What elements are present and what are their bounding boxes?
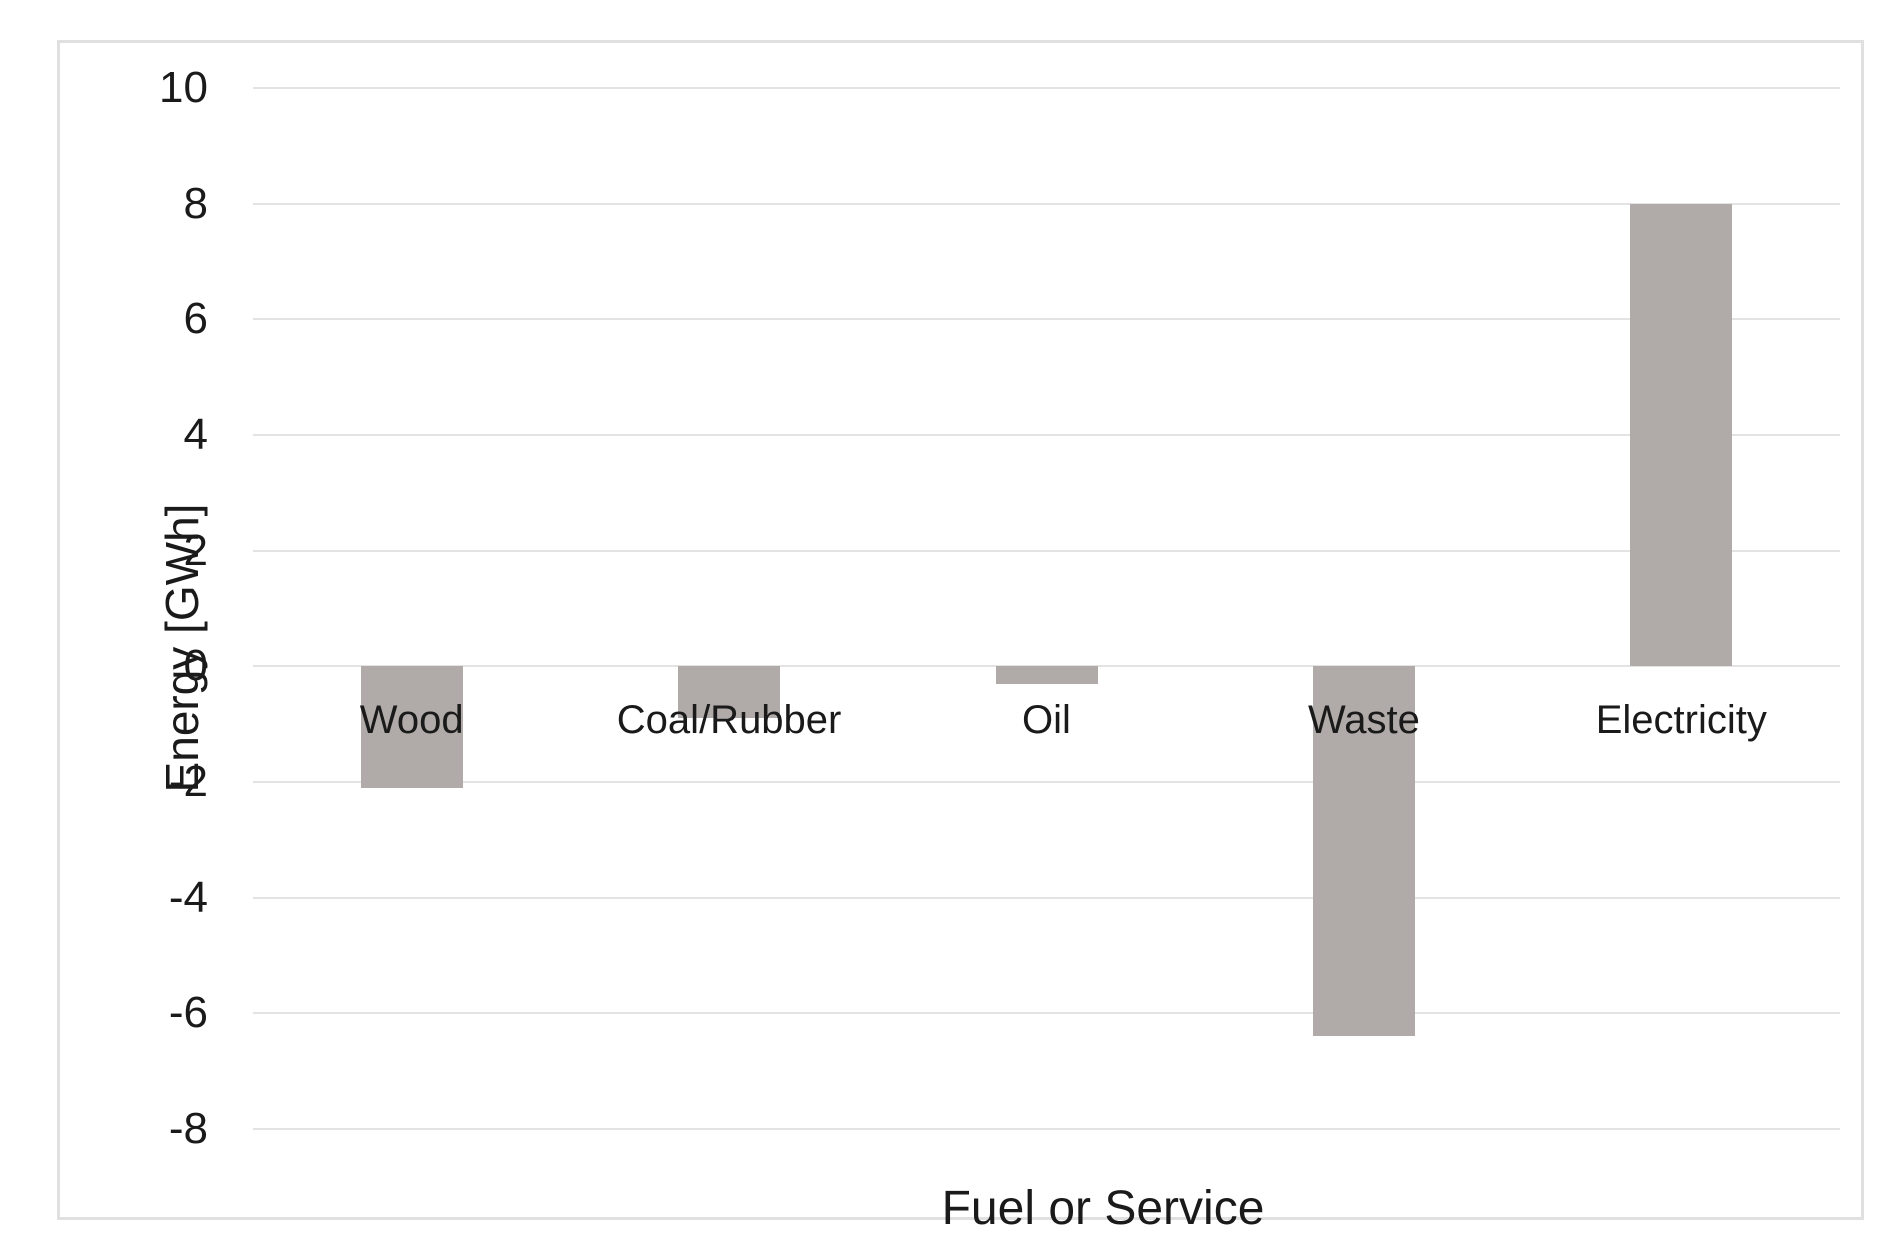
y-axis-tick-labels: 10 8 6 4 2 0 -2 -4 -6 -8 <box>60 43 1861 1217</box>
gridline <box>253 896 1840 899</box>
category-label-oil: Oil <box>1022 698 1071 743</box>
y-axis-tick-label: -8 <box>168 1104 208 1153</box>
gridline <box>253 202 1840 205</box>
category-labels: Wood Coal/Rubber Oil Waste Electricity <box>60 43 1861 1217</box>
chart-frame: 10 8 6 4 2 0 -2 -4 -6 -8 Wood Coal/Rubber Oil Waste E… <box>57 40 1864 1235</box>
bar-electricity <box>1630 203 1733 667</box>
gridline <box>253 318 1840 321</box>
x-axis-title: Fuel or Service <box>941 1182 1265 1235</box>
category-label-coal-rubber: Coal/Rubber <box>616 698 842 743</box>
bar-coal-rubber <box>678 666 781 719</box>
gridline <box>253 1128 1840 1130</box>
bar-oil <box>995 666 1098 684</box>
gridline <box>253 1012 1840 1015</box>
bars-layer <box>60 43 1861 1217</box>
y-axis-tick-label: 4 <box>183 410 208 459</box>
y-axis-title: Energy [GWh] <box>156 503 208 793</box>
y-axis-tick-label: 6 <box>183 294 208 344</box>
y-axis-tick-label: -2 <box>168 757 208 806</box>
y-axis-tick-label: 8 <box>183 178 208 228</box>
gridline <box>253 434 1840 436</box>
gridline <box>253 781 1840 783</box>
category-label-wood: Wood <box>359 698 464 743</box>
category-label-electricity: Electricity <box>1595 698 1767 743</box>
y-axis-tick-label: 10 <box>159 63 208 112</box>
bar-waste <box>1312 666 1415 1037</box>
y-axis-tick-label: 0 <box>183 641 208 691</box>
category-label-waste: Waste <box>1307 698 1420 743</box>
gridline <box>253 87 1840 89</box>
gridline <box>253 549 1840 552</box>
y-axis-tick-label: -6 <box>168 988 208 1038</box>
bar-wood <box>360 666 463 788</box>
y-axis-tick-label: -4 <box>168 872 208 922</box>
y-axis-tick-label: 2 <box>183 525 208 575</box>
